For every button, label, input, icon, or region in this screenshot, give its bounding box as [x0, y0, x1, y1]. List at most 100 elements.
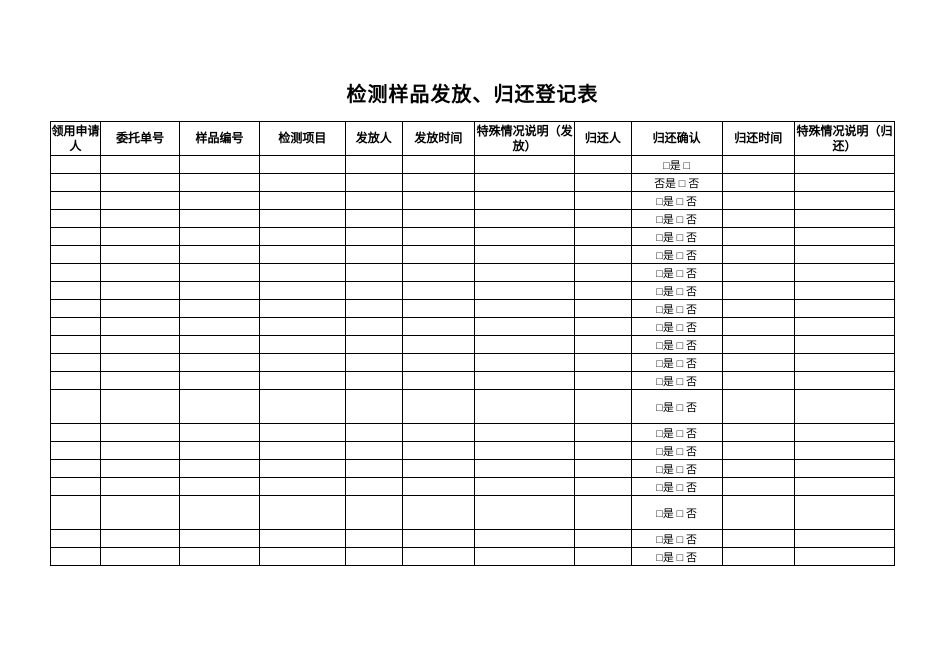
- table-cell: [402, 372, 475, 390]
- table-cell: [475, 390, 575, 424]
- table-cell: [795, 354, 895, 372]
- return-confirm-checkboxes: □是 □ 否: [656, 534, 697, 546]
- table-cell: [795, 192, 895, 210]
- table-cell: [575, 372, 632, 390]
- table-cell: [795, 318, 895, 336]
- table-row: □是 □ 否: [51, 192, 895, 210]
- table-cell: [259, 210, 345, 228]
- table-cell: [475, 192, 575, 210]
- col-header-issue-time: 发放时间: [402, 122, 475, 156]
- table-cell: [259, 282, 345, 300]
- table-cell: □是 □ 否: [631, 496, 722, 530]
- table-cell: [402, 174, 475, 192]
- table-cell: [100, 530, 179, 548]
- table-cell: [100, 336, 179, 354]
- table-cell: [575, 460, 632, 478]
- table-cell: [51, 372, 101, 390]
- table-cell: [575, 336, 632, 354]
- table-cell: [402, 390, 475, 424]
- return-confirm-checkboxes: □是 □ 否: [656, 376, 697, 388]
- table-cell: [795, 478, 895, 496]
- table-row: □是 □ 否: [51, 354, 895, 372]
- table-cell: [259, 174, 345, 192]
- table-cell: [345, 548, 402, 566]
- return-confirm-checkboxes: □是 □ 否: [656, 358, 697, 370]
- table-cell: [722, 336, 795, 354]
- table-cell: [51, 442, 101, 460]
- table-cell: □是 □ 否: [631, 228, 722, 246]
- table-cell: [475, 424, 575, 442]
- table-cell: [475, 264, 575, 282]
- table-cell: [180, 174, 259, 192]
- table-cell: [51, 424, 101, 442]
- col-header-issue-remark: 特殊情况说明（发放）: [475, 122, 575, 156]
- table-cell: [575, 530, 632, 548]
- return-confirm-checkboxes: □是 □ 否: [656, 446, 697, 458]
- table-cell: [345, 354, 402, 372]
- table-cell: [345, 228, 402, 246]
- table-cell: [259, 228, 345, 246]
- table-cell: □是 □ 否: [631, 246, 722, 264]
- table-cell: [795, 442, 895, 460]
- table-cell: [180, 424, 259, 442]
- table-row: □是 □ 否: [51, 336, 895, 354]
- table-cell: [100, 174, 179, 192]
- return-confirm-checkboxes: □是 □ 否: [656, 464, 697, 476]
- table-cell: [795, 264, 895, 282]
- return-confirm-checkboxes: □是 □ 否: [656, 508, 697, 520]
- table-row: □是 □ 否: [51, 390, 895, 424]
- table-cell: [795, 372, 895, 390]
- table-cell: [475, 548, 575, 566]
- table-cell: [51, 496, 101, 530]
- table-cell: [51, 282, 101, 300]
- return-confirm-checkboxes: □是 □ 否: [656, 232, 697, 244]
- table-cell: [402, 192, 475, 210]
- table-cell: [475, 210, 575, 228]
- table-cell: [100, 282, 179, 300]
- table-cell: [722, 478, 795, 496]
- table-cell: [51, 354, 101, 372]
- table-cell: [345, 210, 402, 228]
- table-cell: [100, 192, 179, 210]
- table-cell: [259, 300, 345, 318]
- table-cell: [575, 228, 632, 246]
- table-cell: [180, 336, 259, 354]
- table-cell: [402, 156, 475, 174]
- table-cell: [51, 192, 101, 210]
- table-cell: [722, 228, 795, 246]
- table-cell: [722, 318, 795, 336]
- table-cell: [402, 496, 475, 530]
- table-cell: [180, 300, 259, 318]
- table-cell: [100, 442, 179, 460]
- table-cell: [402, 300, 475, 318]
- table-cell: [402, 336, 475, 354]
- return-confirm-checkboxes: □是 □ 否: [656, 196, 697, 208]
- table-cell: [402, 318, 475, 336]
- table-cell: [722, 192, 795, 210]
- table-cell: [345, 530, 402, 548]
- table-cell: [259, 318, 345, 336]
- table-cell: [345, 390, 402, 424]
- table-row: □是 □ 否: [51, 318, 895, 336]
- table-cell: [345, 156, 402, 174]
- table-cell: [180, 478, 259, 496]
- table-cell: [475, 530, 575, 548]
- table-cell: [402, 354, 475, 372]
- table-cell: [575, 318, 632, 336]
- table-cell: [180, 390, 259, 424]
- table-cell: [402, 442, 475, 460]
- table-cell: [100, 548, 179, 566]
- table-cell: [475, 496, 575, 530]
- table-row: 否是 □ 否: [51, 174, 895, 192]
- table-cell: [795, 246, 895, 264]
- table-cell: [180, 496, 259, 530]
- return-confirm-checkboxes: □是 □ 否: [656, 268, 697, 280]
- table-row: □是 □ 否: [51, 530, 895, 548]
- table-row: □是 □ 否: [51, 210, 895, 228]
- table-cell: [51, 460, 101, 478]
- table-cell: [259, 424, 345, 442]
- table-cell: [575, 156, 632, 174]
- table-cell: [345, 318, 402, 336]
- table-cell: [402, 478, 475, 496]
- table-cell: [475, 300, 575, 318]
